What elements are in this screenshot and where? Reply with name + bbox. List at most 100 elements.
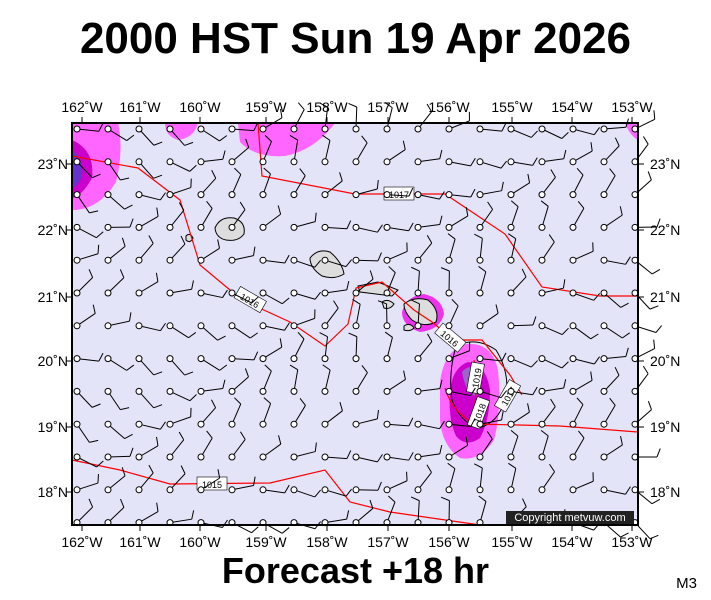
wind-barb-feather <box>470 157 476 167</box>
wind-barb-shaft <box>324 180 343 195</box>
wind-barb-shaft <box>603 126 626 130</box>
wind-barb-feather <box>348 103 357 108</box>
lat-label: 18˚N <box>650 484 680 500</box>
wind-barb-feather <box>548 234 555 243</box>
wind-barb-station <box>104 125 112 133</box>
wind-barb-station <box>569 289 577 297</box>
wind-barb-station <box>569 223 577 231</box>
wind-barb-feather <box>625 256 631 265</box>
lat-label: 20˚N <box>650 353 680 369</box>
wind-barb-feather <box>487 201 494 210</box>
wind-barb-station <box>538 191 546 199</box>
wind-barb-shaft <box>386 194 409 197</box>
wind-barb-feather <box>299 397 306 406</box>
wind-barb-shaft <box>510 276 527 294</box>
wind-barb-feather <box>369 270 374 280</box>
wind-barb-station <box>290 387 298 395</box>
forecast-label: Forecast +18 hr <box>221 550 490 591</box>
wind-barb-station <box>414 256 422 264</box>
wind-barb-station <box>476 486 484 494</box>
wind-barb-station <box>197 191 205 199</box>
wind-barb-station <box>259 223 267 231</box>
wind-barb-station <box>507 453 515 461</box>
wind-barb-shaft <box>603 355 626 360</box>
wind-barb-station <box>73 158 81 166</box>
wind-barb-shaft <box>200 325 218 341</box>
wind-barb-feather <box>156 502 159 512</box>
wind-barb-shaft <box>572 208 585 228</box>
wind-barb-station <box>414 125 422 133</box>
wind-barb-shaft <box>510 128 532 138</box>
wind-barb-shaft <box>417 111 433 130</box>
wind-barb-feather <box>377 252 382 262</box>
wind-barb-shaft <box>76 391 93 408</box>
wind-barb-shaft <box>76 358 99 362</box>
rain-patch-north-a <box>165 123 198 140</box>
wind-barb-station <box>445 223 453 231</box>
wind-barb-feather <box>119 269 125 278</box>
wind-barb-shaft <box>169 288 192 294</box>
wind-barb-feather <box>129 447 134 457</box>
wind-barb-shaft <box>76 226 97 239</box>
wind-barb-feather <box>549 463 555 473</box>
wind-barb-station <box>476 158 484 166</box>
wind-barb-shaft <box>138 216 159 228</box>
wind-barb-station <box>383 355 391 363</box>
longitude-labels-top: 162˚W 161˚W 160˚W 159˚W 158˚W 157˚W 156˚… <box>61 99 653 115</box>
wind-barb-shaft <box>572 379 593 392</box>
wind-barb-station <box>538 125 546 133</box>
wind-barb-station <box>569 355 577 363</box>
wind-barb-station <box>73 387 81 395</box>
wind-barb-station <box>73 355 81 363</box>
wind-barb-station <box>569 387 577 395</box>
wind-barb-station <box>73 125 81 133</box>
wind-barb-shaft <box>386 480 408 491</box>
wind-barb-shaft <box>510 206 519 228</box>
wind-barb-feather <box>191 280 194 290</box>
wind-barb-shaft <box>448 238 456 261</box>
wind-barb-station <box>321 256 329 264</box>
wind-barb-shaft <box>324 259 347 268</box>
wind-barb-feather <box>620 532 629 538</box>
wind-barb-shaft <box>262 325 285 331</box>
wind-barb-station <box>383 322 391 330</box>
wind-barb-shaft <box>293 451 316 458</box>
wind-barb-station <box>538 223 546 231</box>
wind-barb-shaft <box>572 250 594 261</box>
wind-barb-feather <box>98 352 104 362</box>
wind-barb-shaft <box>293 369 299 392</box>
wind-barb-feather <box>211 399 217 408</box>
wind-barb-feather <box>439 215 443 225</box>
wind-barb-shaft <box>572 358 595 365</box>
wind-barb-feather <box>590 333 599 340</box>
wind-barb-station <box>166 387 174 395</box>
lon-label: 159˚W <box>245 534 287 550</box>
wind-barb-feather <box>264 134 272 142</box>
longitude-labels-bottom: 162˚W 161˚W 160˚W 159˚W 158˚W 157˚W 156˚… <box>61 534 653 550</box>
wind-barb-feather <box>120 407 130 411</box>
wind-barb-feather <box>361 365 368 373</box>
wind-barb-feather <box>153 174 163 179</box>
wind-barb-shaft <box>541 206 549 228</box>
wind-barb-station <box>414 420 422 428</box>
wind-barb-station <box>104 223 112 231</box>
wind-barb-station <box>538 387 546 395</box>
wind-barb-shaft <box>541 176 556 195</box>
wind-barb-station <box>290 420 298 428</box>
wind-barb-feather <box>184 371 194 376</box>
wind-barb-station <box>228 158 236 166</box>
wind-barb-station <box>507 387 515 395</box>
wind-barb-feather <box>619 206 623 216</box>
wind-barb-shaft <box>262 346 283 360</box>
wind-barb-station <box>104 387 112 395</box>
wind-barb-feather <box>578 430 585 439</box>
wind-barb-feather <box>222 519 228 528</box>
wind-barb-feather <box>89 210 99 214</box>
wind-barb-station <box>197 387 205 395</box>
map-title: 2000 HST Sun 19 Apr 2026 <box>79 14 632 63</box>
wind-barb-shaft <box>603 325 623 339</box>
wind-barb-station <box>414 223 422 231</box>
wind-barb-feather <box>160 421 166 430</box>
wind-barb-shaft <box>293 405 306 425</box>
wind-barb-feather <box>408 222 414 231</box>
